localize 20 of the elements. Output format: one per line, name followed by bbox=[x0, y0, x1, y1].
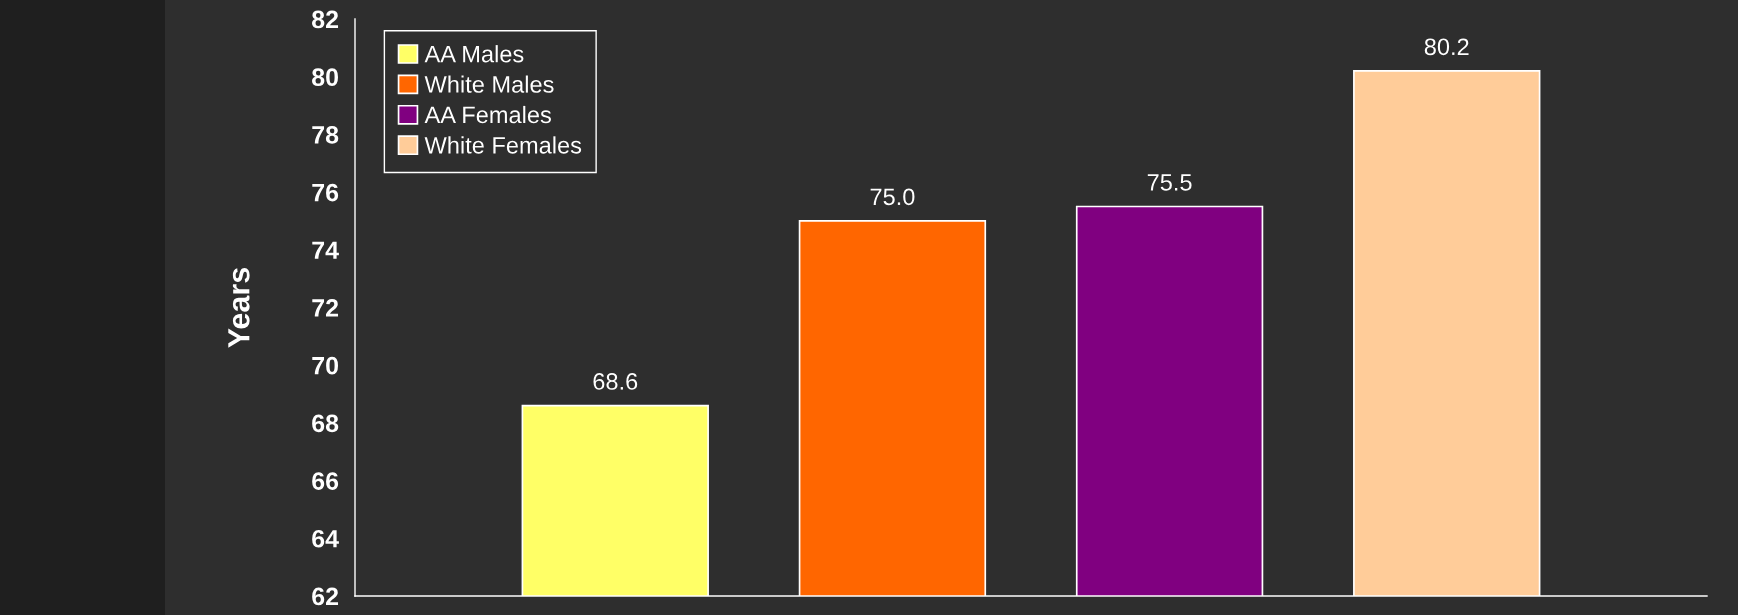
y-tick-label: 82 bbox=[312, 10, 339, 29]
legend-label: White Males bbox=[424, 75, 554, 93]
y-tick-label: 64 bbox=[312, 529, 339, 548]
data-label: 68.6 bbox=[593, 373, 638, 390]
legend-label: White Females bbox=[424, 136, 582, 154]
y-tick-label: 68 bbox=[312, 414, 339, 433]
y-tick-label: 78 bbox=[312, 126, 339, 144]
y-tick-label: 66 bbox=[312, 472, 339, 490]
y-tick-label: 76 bbox=[312, 183, 339, 202]
data-label: 80.2 bbox=[1424, 38, 1469, 56]
y-tick-label: 62 bbox=[312, 587, 339, 606]
legend-label: AA Males bbox=[424, 45, 524, 63]
data-label: 75.0 bbox=[870, 188, 915, 206]
y-tick-label: 72 bbox=[312, 299, 339, 317]
data-label: 75.5 bbox=[1147, 174, 1192, 191]
legend-label: AA Females bbox=[424, 105, 551, 124]
y-tick-label: 70 bbox=[312, 356, 339, 375]
y-tick-label: 74 bbox=[312, 241, 339, 259]
y-tick-label: 80 bbox=[312, 68, 339, 86]
y-axis-title: Years bbox=[228, 267, 250, 348]
